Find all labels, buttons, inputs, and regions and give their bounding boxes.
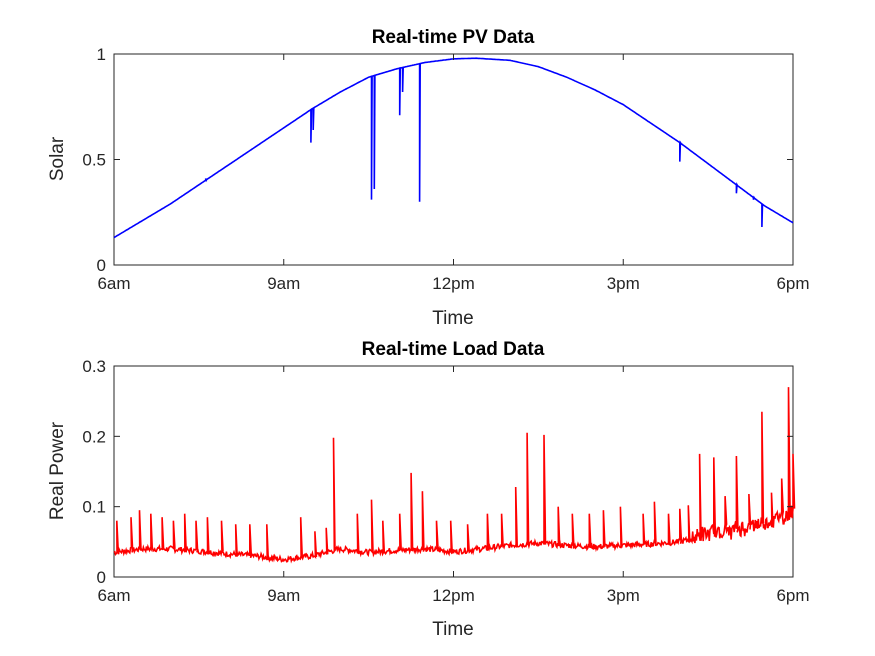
y-tick-label: 0 xyxy=(97,256,106,275)
x-tick-label: 9am xyxy=(267,586,300,605)
y-tick-label: 0.2 xyxy=(82,427,106,446)
x-tick-label: 6pm xyxy=(776,274,809,293)
y-tick-label: 0 xyxy=(97,568,106,587)
x-tick-label: 12pm xyxy=(432,274,475,293)
pv-chart: 6am 9am 12pm 3pm 6pm 0 0.5 1 Real-time PV Data… xyxy=(47,27,810,329)
x-tick-label: 3pm xyxy=(607,274,640,293)
x-tick-label: 6am xyxy=(97,274,130,293)
y-tick-label: 0.3 xyxy=(82,357,106,376)
pv-y-axis-label: Solar xyxy=(47,136,68,181)
y-tick-label: 0.5 xyxy=(82,151,106,170)
pv-x-axis-label: Time xyxy=(432,308,474,329)
y-tick-label: 1 xyxy=(97,45,106,64)
pv-chart-title: Real-time PV Data xyxy=(372,27,535,48)
load-series-line xyxy=(113,387,796,564)
load-chart-title: Real-time Load Data xyxy=(362,339,545,360)
load-x-axis-label: Time xyxy=(432,619,474,640)
x-tick-label: 6pm xyxy=(776,586,809,605)
load-plot-area xyxy=(113,365,794,578)
x-tick-label: 12pm xyxy=(432,586,475,605)
x-tick-label: 6am xyxy=(97,586,130,605)
pv-plot-area xyxy=(113,53,794,266)
pv-series-line xyxy=(113,57,794,239)
x-tick-label: 3pm xyxy=(607,586,640,605)
load-chart: 6am 9am 12pm 3pm 6pm 0 0.1 0.2 0.3 Real-time Lo… xyxy=(47,339,810,640)
y-tick-label: 0.1 xyxy=(82,498,106,517)
load-y-axis-label: Real Power xyxy=(47,421,68,520)
x-tick-label: 9am xyxy=(267,274,300,293)
